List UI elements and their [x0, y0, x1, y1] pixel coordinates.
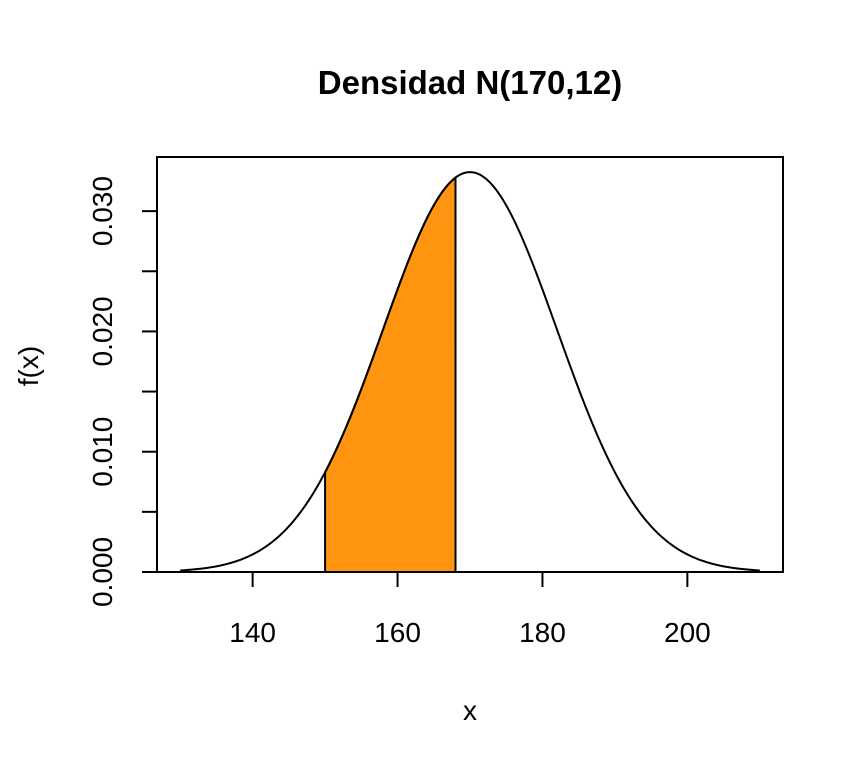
- plot-frame: [156, 156, 784, 573]
- y-axis-label: f(x): [13, 346, 44, 386]
- x-tick-label: 200: [664, 617, 711, 648]
- x-tick-label: 180: [519, 617, 566, 648]
- chart-title: Densidad N(170,12): [318, 64, 622, 101]
- x-axis-label: x: [463, 695, 477, 726]
- plot-area: [156, 156, 784, 573]
- y-tick-label: 0.010: [87, 417, 118, 487]
- y-tick-label: 0.030: [87, 176, 118, 246]
- x-axis: 140 160 180 200: [229, 571, 711, 648]
- shaded-area: [324, 175, 457, 573]
- y-tick-label: 0.000: [87, 537, 118, 607]
- y-axis: 0.000 0.010 0.020 0.030: [87, 176, 158, 607]
- y-tick-label: 0.020: [87, 296, 118, 366]
- density-curve: [180, 171, 760, 572]
- x-tick-label: 140: [229, 617, 276, 648]
- x-tick-label: 160: [374, 617, 421, 648]
